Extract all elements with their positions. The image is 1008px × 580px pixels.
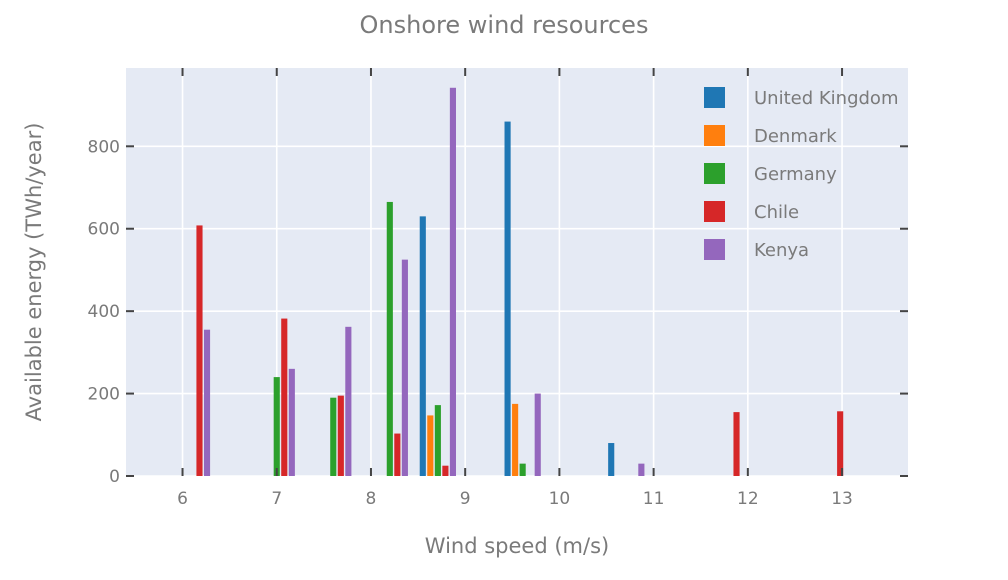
bar-united-kingdom <box>419 216 426 476</box>
x-tick-label: 9 <box>460 489 471 509</box>
bar-united-kingdom <box>608 443 615 476</box>
legend-label: Kenya <box>754 240 809 261</box>
bar-chile <box>196 225 203 476</box>
bar-chile <box>837 411 844 476</box>
bars <box>196 87 844 477</box>
legend-label: Germany <box>754 164 837 185</box>
legend-label: United Kingdom <box>754 88 898 109</box>
legend-swatch <box>704 201 725 222</box>
y-tick-label: 600 <box>88 220 120 240</box>
x-tick-label: 10 <box>549 489 571 509</box>
x-tick-label: 11 <box>643 489 665 509</box>
bar-chile <box>337 395 344 476</box>
y-tick-label: 0 <box>109 467 120 487</box>
bar-germany <box>273 377 280 476</box>
bar-chile <box>442 465 449 476</box>
bar-denmark <box>512 403 519 476</box>
bar-united-kingdom <box>504 121 511 477</box>
bar-germany <box>386 201 393 476</box>
legend: United Kingdom Denmark Germany Chile Kenya <box>704 87 898 261</box>
bar-chile <box>394 433 401 476</box>
bar-kenya <box>638 463 645 476</box>
bar-kenya <box>534 393 541 476</box>
x-tick-label: 6 <box>177 489 188 509</box>
bar-germany <box>330 397 337 476</box>
bar-kenya <box>401 259 408 476</box>
x-tick-label: 12 <box>737 489 759 509</box>
bar-kenya <box>449 87 456 477</box>
y-axis-label: Available energy (TWh/year) <box>22 123 46 422</box>
bar-germany <box>519 463 526 476</box>
bar-chile <box>733 412 740 476</box>
chart-title: Onshore wind resources <box>360 11 649 39</box>
ticks: 6 7 8 9 10 11 12 13 0 200 400 600 800 <box>88 68 908 509</box>
bar-denmark <box>427 415 434 476</box>
legend-label: Chile <box>754 202 799 223</box>
grid <box>126 68 908 477</box>
bar-chile <box>281 318 288 476</box>
bar-kenya <box>203 329 211 476</box>
x-tick-label: 7 <box>271 489 282 509</box>
bar-kenya <box>288 368 295 476</box>
x-axis-label: Wind speed (m/s) <box>425 534 609 558</box>
legend-swatch <box>704 163 725 184</box>
legend-swatch <box>704 87 725 108</box>
legend-swatch <box>704 125 725 146</box>
y-tick-label: 800 <box>88 137 120 157</box>
bar-germany <box>434 405 441 476</box>
x-tick-label: 13 <box>831 489 853 509</box>
legend-swatch <box>704 239 725 260</box>
x-tick-label: 8 <box>366 489 377 509</box>
legend-label: Denmark <box>754 126 837 147</box>
y-tick-label: 400 <box>88 302 120 322</box>
bar-kenya <box>345 326 352 476</box>
y-tick-label: 200 <box>88 385 120 405</box>
